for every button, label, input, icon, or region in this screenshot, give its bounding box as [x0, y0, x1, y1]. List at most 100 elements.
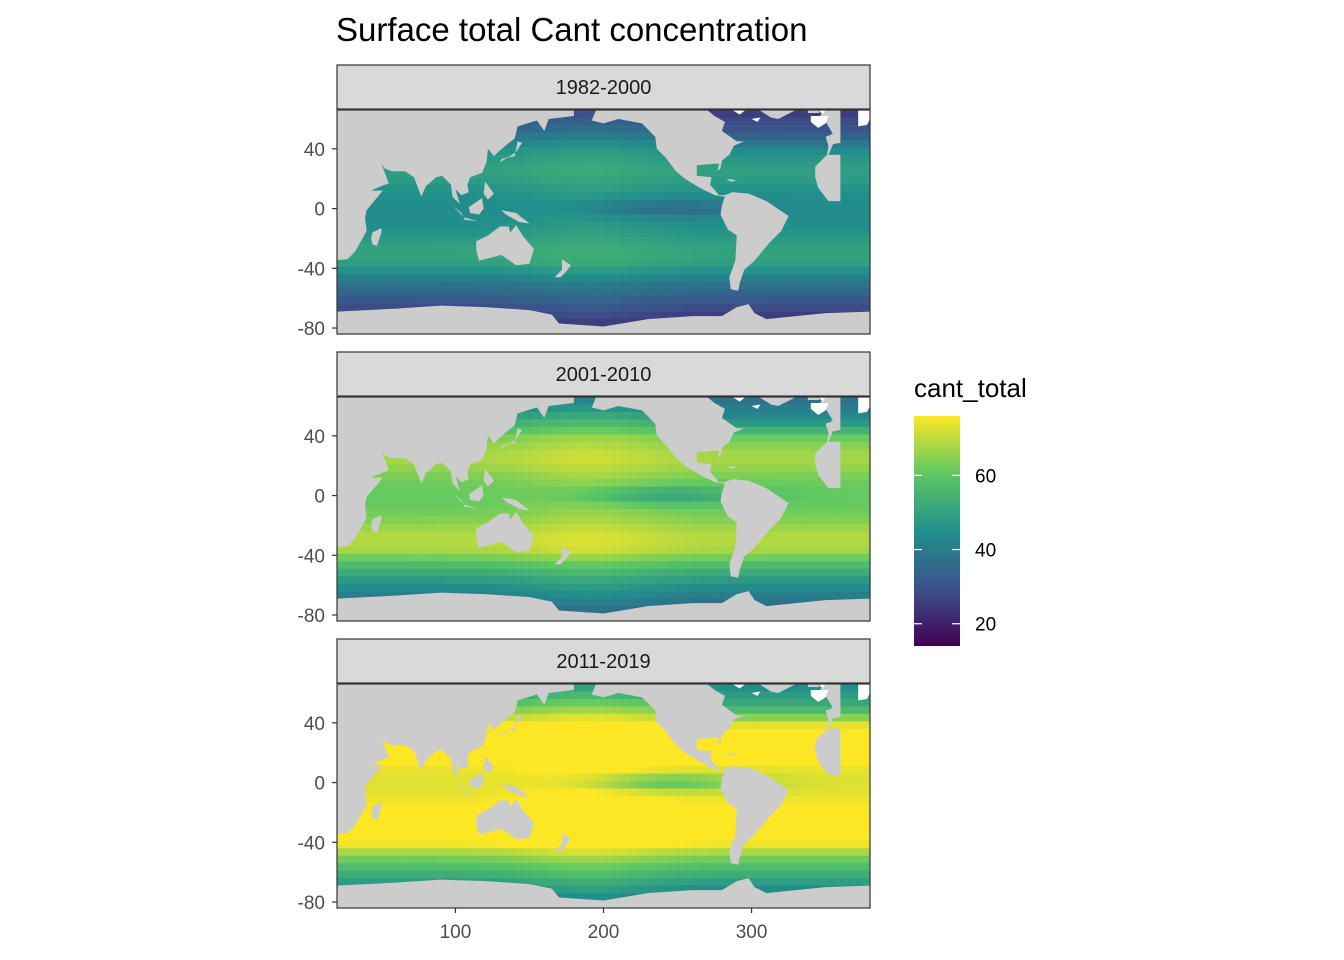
heat-cell — [852, 147, 862, 156]
heat-cell — [585, 251, 596, 260]
heat-cell — [505, 154, 516, 163]
heat-cell — [807, 411, 818, 420]
heat-cell — [408, 531, 418, 540]
heat-cell — [612, 576, 622, 585]
heat-cell — [372, 274, 383, 283]
heat-cell — [585, 758, 596, 767]
heat-cell — [576, 281, 587, 290]
heat-cell — [825, 207, 836, 216]
heat-cell — [781, 426, 791, 435]
heat-cell — [559, 501, 569, 510]
heat-cell — [514, 147, 525, 156]
heat-cell — [470, 833, 480, 842]
heat-cell — [807, 736, 818, 745]
heat-cell — [523, 419, 534, 428]
heat-cell — [390, 456, 400, 465]
heat-cell — [852, 266, 862, 275]
heat-cell — [603, 773, 613, 782]
heat-cell — [559, 251, 569, 260]
heat-cell — [630, 259, 640, 268]
heat-cell — [852, 833, 862, 842]
heat-cell — [736, 419, 747, 428]
heat-cell — [710, 803, 720, 812]
heat-cell — [665, 758, 676, 767]
heat-cell — [585, 509, 596, 518]
heat-cell — [479, 766, 489, 775]
heat-cell — [781, 162, 791, 171]
heat-cell — [701, 281, 711, 290]
heat-cell — [550, 546, 560, 555]
heat-cell — [639, 192, 649, 201]
heat-cell — [639, 561, 649, 570]
heat-cell — [692, 229, 702, 238]
heat-cell — [576, 441, 587, 450]
heat-cell — [825, 281, 836, 290]
heat-cell — [861, 818, 870, 827]
heat-cell — [710, 553, 720, 562]
heat-cell — [541, 199, 551, 208]
heat-cell — [834, 426, 844, 435]
heat-cell — [683, 289, 693, 298]
heat-cell — [567, 464, 578, 473]
heat-cell — [621, 139, 631, 148]
heat-cell — [603, 698, 613, 707]
heat-cell — [861, 251, 870, 260]
heat-cell — [408, 766, 418, 775]
heat-cell — [381, 229, 391, 238]
heat-cell — [763, 266, 773, 275]
heat-cell — [807, 494, 818, 503]
heat-cell — [710, 397, 720, 406]
heat-cell — [585, 289, 596, 298]
heat-cell — [861, 456, 870, 465]
heat-cell — [647, 169, 658, 178]
heat-cell — [612, 117, 622, 126]
heat-cell — [781, 449, 791, 458]
heat-cell — [585, 531, 596, 540]
heat-cell — [834, 304, 844, 313]
heat-cell — [612, 606, 622, 615]
heat-cell — [541, 553, 551, 562]
heat-cell — [683, 788, 693, 797]
heat-cell — [470, 229, 480, 238]
heat-cell — [639, 199, 649, 208]
heat-cell — [434, 583, 445, 592]
heat-cell — [470, 561, 480, 570]
heat-cell — [692, 162, 702, 171]
heat-cell — [861, 538, 870, 547]
heat-cell — [425, 576, 436, 585]
land-polygon — [591, 110, 789, 291]
heat-cell — [496, 758, 507, 767]
heat-cell — [461, 251, 471, 260]
heat-cell — [425, 479, 436, 488]
heat-cell — [825, 214, 836, 223]
heat-cell — [772, 810, 782, 819]
heat-cell — [612, 810, 622, 819]
heat-cell — [488, 199, 498, 208]
heat-cell — [372, 538, 383, 547]
heat-cell — [843, 147, 853, 156]
heat-cell — [807, 825, 818, 834]
heat-cell — [514, 758, 525, 767]
heat-cell — [452, 781, 462, 790]
heat-cell — [861, 833, 870, 842]
heat-cell — [754, 266, 764, 275]
heat-cell — [763, 132, 773, 141]
heat-cell — [434, 825, 445, 834]
heat-cell — [443, 199, 454, 208]
heat-cell — [425, 296, 436, 305]
heat-cell — [594, 419, 605, 428]
heat-cell — [550, 471, 560, 480]
heat-cell — [798, 728, 809, 737]
heat-cell — [612, 825, 622, 834]
heat-cell — [754, 825, 764, 834]
heat-cell — [585, 591, 596, 600]
heat-cell — [736, 464, 747, 473]
heat-cell — [772, 147, 782, 156]
heat-cell — [399, 494, 409, 503]
heat-cell — [470, 516, 480, 525]
heat-cell — [763, 736, 773, 745]
heat-cell — [585, 449, 596, 458]
heat-cell — [727, 583, 738, 592]
heat-cell — [665, 304, 676, 313]
heat-cell — [852, 162, 862, 171]
